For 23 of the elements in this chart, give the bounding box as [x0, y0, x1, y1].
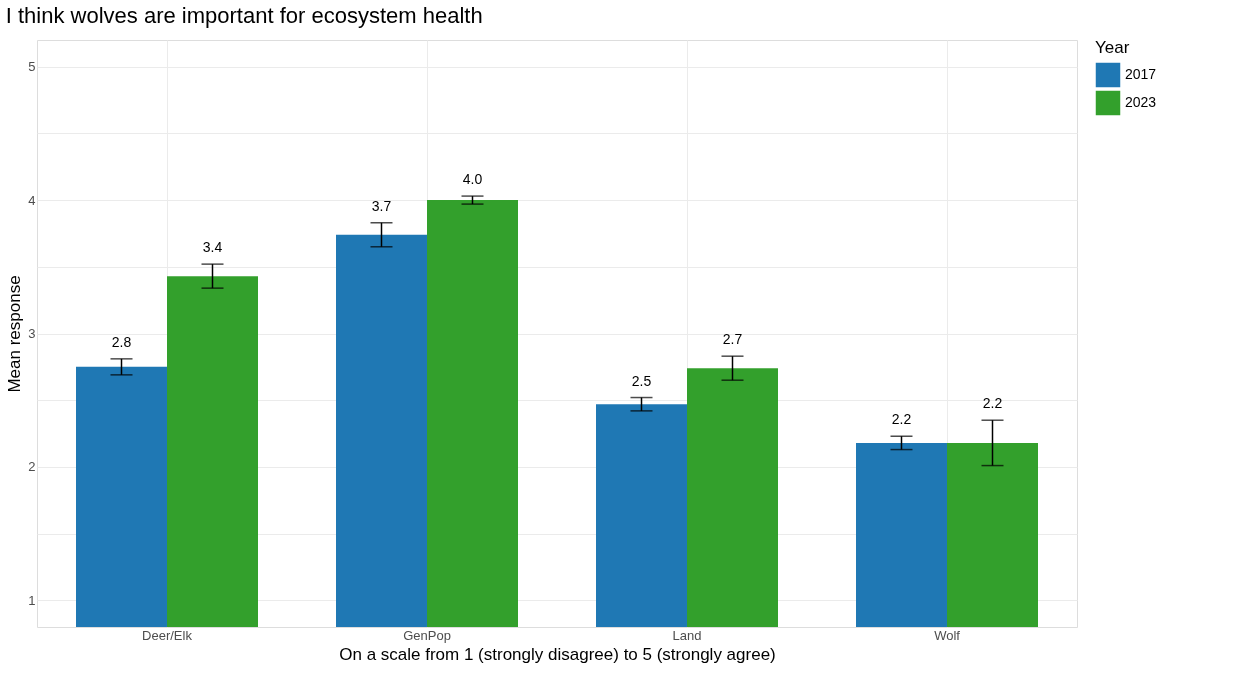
y-tick-label: 2: [28, 459, 36, 475]
x-tick-label: GenPop: [403, 627, 451, 643]
y-tick-label: 5: [28, 59, 36, 75]
legend-label: 2023: [1125, 94, 1157, 110]
data-label: 3.7: [371, 197, 392, 214]
x-tick-label: Wolf: [934, 627, 961, 643]
y-axis-title: Mean response: [5, 275, 25, 393]
data-label: 3.4: [202, 239, 223, 256]
x-axis-title: On a scale from 1 (strongly disagree) to 5 (strongly agree): [339, 644, 776, 664]
legend-title: Year: [1095, 38, 1130, 57]
y-tick-label: 3: [28, 326, 36, 341]
data-label: 2.5: [631, 372, 652, 389]
chart-title: I think wolves are important for ecosystem health: [5, 3, 483, 28]
data-label: 4.0: [462, 171, 483, 188]
data-label: 2.2: [982, 395, 1003, 412]
data-label: 2.8: [111, 333, 132, 350]
data-label: 2.2: [891, 411, 912, 428]
y-tick-label: 4: [28, 192, 36, 208]
y-tick-label: 1: [28, 592, 36, 608]
x-tick-label: Land: [672, 627, 702, 643]
x-tick-label: Deer/Elk: [142, 627, 193, 643]
data-label: 2.7: [722, 331, 743, 348]
legend-label: 2017: [1125, 66, 1157, 82]
